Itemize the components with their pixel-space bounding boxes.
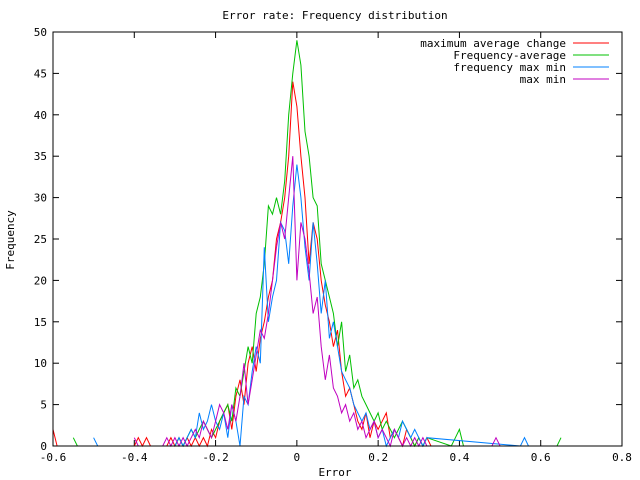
y-tick-label: 10 [34, 357, 47, 370]
x-tick-label: -0.2 [202, 451, 229, 464]
y-tick-label: 30 [34, 192, 47, 205]
y-tick-label: 35 [34, 150, 47, 163]
plot-frame [52, 31, 623, 447]
series-line-4 [133, 156, 505, 448]
x-axis-label: Error [318, 466, 351, 479]
x-tick-label: 0.4 [449, 451, 469, 464]
x-tick-label: 0.6 [531, 451, 551, 464]
legend-label-2: Frequency-average [453, 49, 566, 62]
legend-label-4: max min [520, 73, 566, 86]
x-tick-label: -0.4 [121, 451, 148, 464]
x-tick-label: 0.8 [612, 451, 632, 464]
y-tick-label: 5 [40, 399, 47, 412]
chart-title: Error rate: Frequency distribution [222, 9, 447, 22]
series-layer [52, 40, 562, 448]
y-tick-label: 25 [34, 233, 47, 246]
y-tick-label: 50 [34, 26, 47, 39]
y-tick-label: 0 [40, 440, 47, 453]
x-tick-label: 0 [294, 451, 301, 464]
legend: maximum average changeFrequency-averagef… [420, 37, 609, 86]
y-tick-label: 20 [34, 274, 47, 287]
legend-label-3: frequency max min [453, 61, 566, 74]
y-tick-label: 45 [34, 67, 47, 80]
y-tick-label: 40 [34, 109, 47, 122]
y-tick-label: 15 [34, 316, 47, 329]
y-axis-label: Frequency [4, 210, 17, 270]
axis-ticks: -0.6 -0.4 -0.2 0 0.2 0.4 0.6 0.8 0 5 10 15 20 25 30 35 4… [34, 26, 632, 464]
series-line-3 [93, 164, 529, 448]
x-tick-label: 0.2 [368, 451, 388, 464]
x-tick-label: -0.6 [40, 451, 67, 464]
legend-label-1: maximum average change [420, 37, 566, 50]
